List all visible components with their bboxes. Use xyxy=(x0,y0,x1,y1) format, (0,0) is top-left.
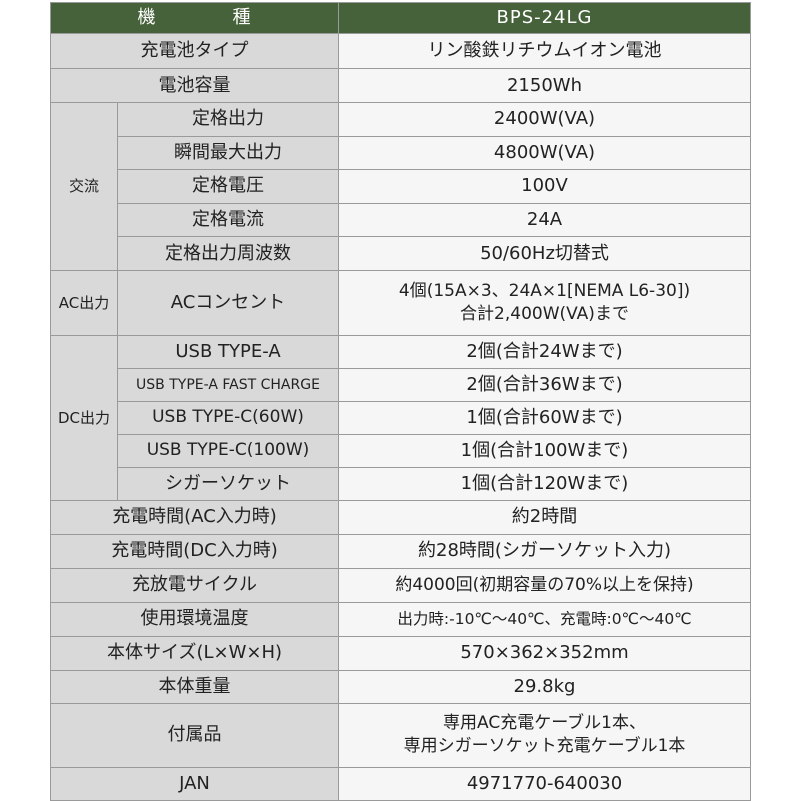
row-value: 50/60Hz切替式 xyxy=(338,236,751,271)
row-label: USB TYPE-C(100W) xyxy=(117,433,339,468)
row-label: 充放電サイクル xyxy=(50,567,339,603)
row-value: 2150Wh xyxy=(338,68,751,103)
header-row: 機 種 BPS-24LG xyxy=(50,2,751,34)
row-value: 出力時:-10℃～40℃、充電時:0℃～40℃ xyxy=(338,601,751,637)
table-row: 交流 定格出力 2400W(VA) xyxy=(50,102,751,271)
row-label: ACコンセント xyxy=(117,269,339,336)
row-value: 1個(合計120Wまで) xyxy=(338,466,751,501)
model-name: BPS-24LG xyxy=(338,2,751,34)
row-value: 100V xyxy=(338,169,751,204)
row-label: 定格電圧 xyxy=(117,169,339,204)
value-line: 4個(15A×3、24A×1[NEMA L6-30]) xyxy=(398,280,691,301)
value-line: 専用シガーソケット充電ケーブル1本 xyxy=(403,736,686,757)
value-line: 合計2,400W(VA)まで xyxy=(460,303,629,324)
row-value: 2400W(VA) xyxy=(338,102,751,137)
row-label: 定格出力 xyxy=(117,102,339,137)
table-row: 定格出力周波数 50/60Hz切替式 xyxy=(51,236,751,271)
row-value: 24A xyxy=(338,202,751,238)
table-row: 本体重量 29.8kg xyxy=(50,669,751,704)
header-label: 機 種 xyxy=(50,2,339,34)
row-value: 約2時間 xyxy=(338,499,751,535)
row-value: 4971770-640030 xyxy=(338,766,751,801)
row-value: 2個(合計36Wまで) xyxy=(338,367,751,402)
row-label: USB TYPE-A xyxy=(117,334,339,369)
table-row: 瞬間最大出力 4800W(VA) xyxy=(51,135,751,171)
row-value: 1個(合計100Wまで) xyxy=(338,433,751,468)
spec-table: 機 種 BPS-24LG 充電池タイプ リン酸鉄リチウムイオン電池 電池容量 215… xyxy=(50,2,751,801)
row-value: 29.8kg xyxy=(338,669,751,704)
value-line: 専用AC充電ケーブル1本、 xyxy=(443,713,646,734)
table-row: 使用環境温度 出力時:-10℃～40℃、充電時:0℃～40℃ xyxy=(50,601,751,637)
row-value: 約28時間(シガーソケット入力) xyxy=(338,533,751,569)
row-value: 570×362×352mm xyxy=(338,635,751,671)
category-ac: 交流 xyxy=(50,102,118,271)
table-row: 定格電圧 100V xyxy=(51,169,751,204)
table-row: USB TYPE-C(100W) 1個(合計100Wまで) xyxy=(51,433,751,468)
table-row: シガーソケット 1個(合計120Wまで) xyxy=(51,466,751,501)
row-label: 定格電流 xyxy=(117,202,339,238)
row-label: 充電時間(AC入力時) xyxy=(50,499,339,535)
row-value: 約4000回(初期容量の70%以上を保持) xyxy=(338,567,751,603)
category-ac-output: AC出力 xyxy=(50,269,118,336)
row-value: 専用AC充電ケーブル1本、 専用シガーソケット充電ケーブル1本 xyxy=(338,702,751,768)
row-label: 瞬間最大出力 xyxy=(117,135,339,171)
row-label: 充電池タイプ xyxy=(50,33,339,69)
row-label: 充電時間(DC入力時) xyxy=(50,533,339,569)
row-value: 1個(合計60Wまで) xyxy=(338,400,751,435)
row-value: 2個(合計24Wまで) xyxy=(338,334,751,369)
row-label: 定格出力周波数 xyxy=(117,236,339,271)
row-label: 本体重量 xyxy=(50,669,339,704)
row-label: 電池容量 xyxy=(50,68,339,103)
table-row: 本体サイズ(L×W×H) 570×362×352mm xyxy=(50,635,751,671)
table-row: 充電時間(AC入力時) 約2時間 xyxy=(50,499,751,535)
row-label: USB TYPE-C(60W) xyxy=(117,400,339,435)
row-value: 4個(15A×3、24A×1[NEMA L6-30]) 合計2,400W(VA)ま… xyxy=(338,269,751,336)
row-label: USB TYPE-A FAST CHARGE xyxy=(117,367,339,402)
row-label: 本体サイズ(L×W×H) xyxy=(50,635,339,671)
row-label: 付属品 xyxy=(50,702,339,768)
table-row: DC出力 USB TYPE-A 2個(合計24Wまで) xyxy=(50,334,751,501)
row-label: シガーソケット xyxy=(117,466,339,501)
category-dc-output: DC出力 xyxy=(50,334,118,501)
row-label: JAN xyxy=(50,766,339,801)
table-row: JAN 4971770-640030 xyxy=(50,766,751,801)
table-row: 付属品 専用AC充電ケーブル1本、 専用シガーソケット充電ケーブル1本 xyxy=(50,702,751,768)
row-value: 4800W(VA) xyxy=(338,135,751,171)
table-row: 充放電サイクル 約4000回(初期容量の70%以上を保持) xyxy=(50,567,751,603)
table-row: 定格電流 24A xyxy=(51,202,751,238)
table-row: 充電池タイプ リン酸鉄リチウムイオン電池 xyxy=(50,33,751,69)
table-row: 充電時間(DC入力時) 約28時間(シガーソケット入力) xyxy=(50,533,751,569)
table-row: USB TYPE-A FAST CHARGE 2個(合計36Wまで) xyxy=(51,367,751,402)
table-row: USB TYPE-C(60W) 1個(合計60Wまで) xyxy=(51,400,751,435)
row-label: 使用環境温度 xyxy=(50,601,339,637)
table-row: AC出力 ACコンセント 4個(15A×3、24A×1[NEMA L6-30])… xyxy=(50,269,751,336)
row-value: リン酸鉄リチウムイオン電池 xyxy=(338,33,751,69)
table-row: 電池容量 2150Wh xyxy=(50,68,751,103)
